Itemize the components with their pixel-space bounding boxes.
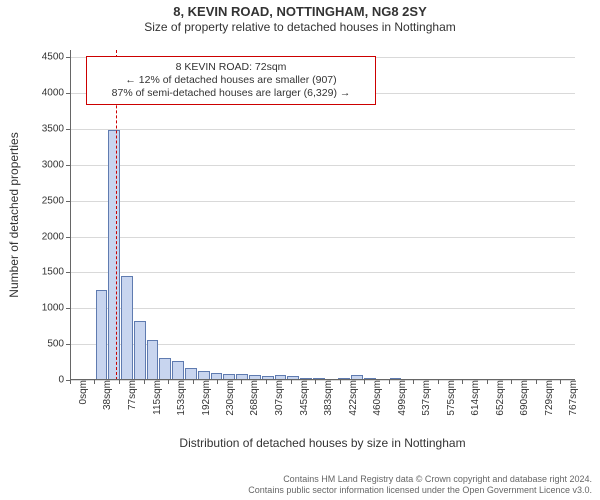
x-tick-label: 268sqm bbox=[245, 380, 260, 416]
x-tick-mark bbox=[241, 380, 242, 384]
gridline bbox=[70, 201, 575, 202]
x-tick-mark bbox=[266, 380, 267, 384]
x-tick-mark bbox=[315, 380, 316, 384]
y-tick-label: 0 bbox=[58, 375, 70, 386]
histogram-bar bbox=[96, 290, 108, 380]
x-tick-mark bbox=[438, 380, 439, 384]
x-tick-label: 115sqm bbox=[148, 380, 163, 415]
x-tick-label: 38sqm bbox=[98, 380, 113, 410]
x-tick-mark bbox=[560, 380, 561, 384]
x-tick-label: 729sqm bbox=[540, 380, 555, 416]
histogram-bar bbox=[172, 361, 184, 380]
gridline bbox=[70, 308, 575, 309]
annotation-line: 8 KEVIN ROAD: 72sqm bbox=[91, 61, 371, 74]
y-tick-label: 3500 bbox=[42, 123, 70, 134]
x-tick-mark bbox=[413, 380, 414, 384]
y-tick-label: 4000 bbox=[42, 88, 70, 99]
x-tick-mark bbox=[340, 380, 341, 384]
x-tick-label: 153sqm bbox=[172, 380, 187, 416]
x-tick-label: 77sqm bbox=[123, 380, 138, 410]
gridline bbox=[70, 272, 575, 273]
y-tick-label: 2000 bbox=[42, 231, 70, 242]
y-tick-label: 4500 bbox=[42, 52, 70, 63]
x-tick-mark bbox=[193, 380, 194, 384]
y-axis-line bbox=[70, 50, 71, 380]
x-tick-label: 460sqm bbox=[368, 380, 383, 416]
y-tick-label: 2500 bbox=[42, 195, 70, 206]
x-axis-label: Distribution of detached houses by size … bbox=[179, 436, 465, 450]
licence-footer: Contains HM Land Registry data © Crown c… bbox=[248, 474, 592, 497]
gridline bbox=[70, 129, 575, 130]
y-tick-label: 1000 bbox=[42, 303, 70, 314]
histogram-bar bbox=[147, 340, 159, 380]
histogram-bar bbox=[108, 130, 120, 380]
x-tick-label: 307sqm bbox=[270, 380, 285, 416]
x-tick-mark bbox=[144, 380, 145, 384]
x-tick-mark bbox=[364, 380, 365, 384]
gridline bbox=[70, 237, 575, 238]
x-tick-label: 345sqm bbox=[295, 380, 310, 416]
x-tick-label: 690sqm bbox=[515, 380, 530, 416]
y-axis-label: Number of detached properties bbox=[7, 132, 21, 297]
x-tick-mark bbox=[389, 380, 390, 384]
x-tick-mark bbox=[511, 380, 512, 384]
x-tick-label: 767sqm bbox=[564, 380, 579, 416]
page-title-line2: Size of property relative to detached ho… bbox=[0, 19, 600, 34]
x-tick-label: 383sqm bbox=[319, 380, 334, 416]
x-tick-mark bbox=[94, 380, 95, 384]
x-tick-mark bbox=[119, 380, 120, 384]
footer-line: Contains HM Land Registry data © Crown c… bbox=[248, 474, 592, 485]
x-tick-label: 499sqm bbox=[393, 380, 408, 416]
x-tick-mark bbox=[217, 380, 218, 384]
y-tick-label: 3000 bbox=[42, 159, 70, 170]
x-tick-label: 537sqm bbox=[417, 380, 432, 416]
x-tick-label: 575sqm bbox=[442, 380, 457, 416]
x-tick-mark bbox=[70, 380, 71, 384]
x-tick-label: 652sqm bbox=[491, 380, 506, 416]
x-tick-label: 192sqm bbox=[197, 380, 212, 416]
gridline bbox=[70, 165, 575, 166]
x-tick-mark bbox=[291, 380, 292, 384]
histogram-bar bbox=[159, 358, 171, 380]
y-tick-label: 1500 bbox=[42, 267, 70, 278]
annotation-line: ← 12% of detached houses are smaller (90… bbox=[91, 74, 371, 87]
x-tick-mark bbox=[487, 380, 488, 384]
x-tick-label: 614sqm bbox=[466, 380, 481, 416]
x-tick-mark bbox=[462, 380, 463, 384]
x-tick-label: 0sqm bbox=[74, 380, 89, 404]
x-tick-label: 422sqm bbox=[344, 380, 359, 416]
annotation-line: 87% of semi-detached houses are larger (… bbox=[91, 87, 371, 100]
x-tick-mark bbox=[168, 380, 169, 384]
property-annotation-box: 8 KEVIN ROAD: 72sqm← 12% of detached hou… bbox=[86, 56, 376, 105]
page-title-line1: 8, KEVIN ROAD, NOTTINGHAM, NG8 2SY bbox=[0, 0, 600, 19]
footer-line: Contains public sector information licen… bbox=[248, 485, 592, 496]
x-tick-mark bbox=[536, 380, 537, 384]
y-tick-label: 500 bbox=[47, 339, 70, 350]
histogram-bar bbox=[121, 276, 133, 380]
x-tick-label: 230sqm bbox=[221, 380, 236, 416]
histogram-bar bbox=[134, 321, 146, 380]
